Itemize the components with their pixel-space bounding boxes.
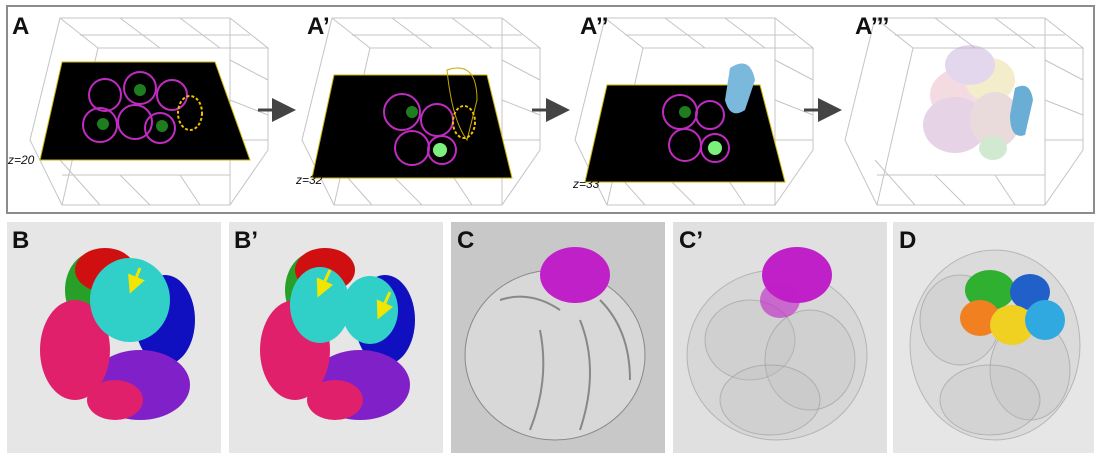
panel-c-shape <box>499 295 631 431</box>
panel-label: D <box>899 227 916 254</box>
panel-a-double-prime-shape-shape <box>695 100 725 130</box>
panel-a-triple-prime-shape-shape <box>965 58 1015 102</box>
panel-c-prime-shape-shape <box>719 364 821 436</box>
panel-c-prime-shape-shape <box>764 309 856 411</box>
panel-a-shape <box>39 61 251 161</box>
panel-b-shape <box>40 300 110 400</box>
panel-b-prime-shape <box>342 276 398 344</box>
panel-a-shape-shape <box>82 107 118 143</box>
panel-b-shape <box>90 258 170 342</box>
panel-a-prime-shape <box>433 143 447 157</box>
panel-label: B <box>12 227 29 254</box>
panel-label: C <box>457 227 474 254</box>
panel-a-prime-shape <box>383 93 457 166</box>
panel-a-prime-shape <box>452 105 476 139</box>
z-label: z=33 <box>572 177 600 191</box>
panel-a-shape-shape <box>88 78 122 112</box>
panel-a-shape-shape <box>123 71 157 105</box>
panel-a-prime-shape-shape <box>427 135 457 165</box>
panel-label: A’’ <box>580 13 608 40</box>
panel-a-double-prime: A’’ z=33 <box>572 13 814 206</box>
panel-c-shape <box>540 247 610 303</box>
panel-b-prime-shape <box>316 269 334 298</box>
panel-a-shape <box>177 95 203 131</box>
panel-d-shape <box>960 300 1000 336</box>
panel-a-double-prime-shape <box>662 94 730 163</box>
panel-c-prime-shape <box>686 269 868 441</box>
panel-d-shape-shape <box>939 364 1041 436</box>
panel-a-shape-shape <box>117 104 153 140</box>
panel-label: A’ <box>307 13 330 40</box>
panel-a-shape <box>134 84 146 96</box>
panel-c-prime: C’ <box>673 222 887 453</box>
panel-b-shape <box>87 380 143 420</box>
panel-a-shape <box>97 118 109 130</box>
panel-a: A z=20 <box>7 13 269 206</box>
panel-c: C <box>451 222 665 453</box>
panel-a-shape <box>156 120 168 132</box>
panel-label: A <box>12 13 29 40</box>
panel-a-shape-shape <box>156 79 188 111</box>
panel-d-shape <box>990 305 1034 345</box>
panel-a-triple-prime-shape-shape <box>945 45 995 85</box>
panel-a-double-prime-shape <box>708 141 722 155</box>
panel-a-prime-shape <box>406 106 418 118</box>
panel-d: D <box>893 222 1094 453</box>
panel-label: A’’’ <box>855 13 889 40</box>
z-label: z=32 <box>295 173 323 187</box>
panel-a-triple-prime-shape-shape <box>923 97 987 153</box>
panel-d-shape <box>1025 300 1065 340</box>
panel-c-prime-shape-shape <box>704 299 796 381</box>
panel-a-prime: A’ z=32 <box>295 13 541 206</box>
panel-a-triple-prime-shape-shape <box>970 92 1020 148</box>
panel-a-triple-prime-shape-shape <box>930 67 1000 123</box>
panel-a-triple-prime: A’’’ <box>844 13 1084 206</box>
panel-a-triple-prime-shape <box>1010 85 1033 136</box>
panel-a-prime-shape-shape <box>383 93 421 131</box>
panel-a-double-prime-shape <box>679 106 691 118</box>
panel-a-shape-shape <box>144 112 176 144</box>
panel-b-prime: B’ <box>229 222 443 453</box>
panel-label: B’ <box>234 227 258 254</box>
panel-b: B <box>7 222 221 453</box>
panel-b-prime-shape <box>307 380 363 420</box>
panel-a-double-prime-shape <box>584 84 786 183</box>
z-label: z=20 <box>7 153 35 167</box>
panel-b-prime-shape <box>290 267 350 343</box>
panel-a-triple-prime-shape-shape <box>979 136 1007 160</box>
panel-a-double-prime-shape-shape <box>700 133 730 163</box>
panel-a-triple-prime-shape <box>923 45 1020 160</box>
panel-label: C’ <box>679 227 703 254</box>
panel-d-shape <box>965 270 1015 310</box>
panel-b-shape <box>128 267 145 294</box>
panel-c-prime-shape <box>760 282 800 318</box>
panel-b-prime-shape <box>376 291 394 320</box>
panel-a-double-prime-shape <box>725 63 755 114</box>
panel-a-prime-shape <box>446 67 478 142</box>
panel-a-shape <box>82 71 188 144</box>
